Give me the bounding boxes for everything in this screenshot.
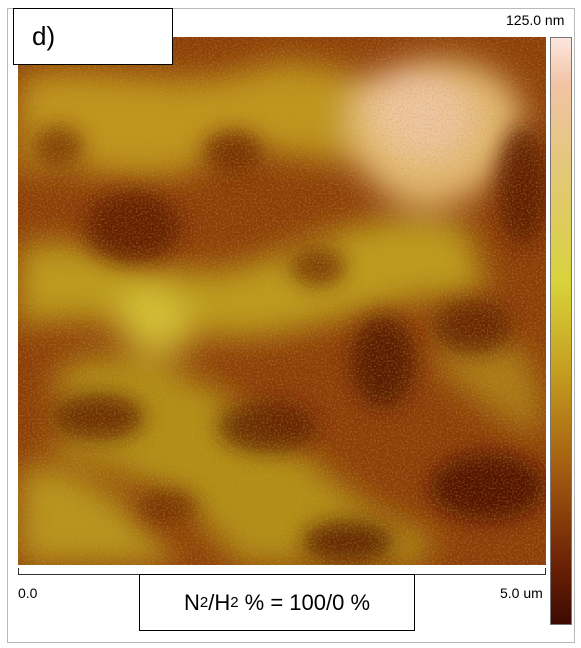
afm-topography-image xyxy=(18,37,546,565)
caption-n: N xyxy=(183,589,200,615)
panel-label-box: d) xyxy=(13,8,173,65)
afm-height-map xyxy=(18,37,546,565)
x-axis-tick-start xyxy=(18,568,19,575)
height-color-scale-bar xyxy=(550,37,572,625)
caption-n-subscript: 2 xyxy=(199,594,209,611)
height-scale-max-label: 125.0 nm xyxy=(506,12,565,28)
caption-h: /H xyxy=(208,589,231,615)
x-axis-tick-end xyxy=(545,568,546,575)
panel-label: d) xyxy=(32,21,56,51)
caption-ratio: % = 100/0 % xyxy=(238,589,371,615)
caption-h-subscript: 2 xyxy=(230,594,239,611)
x-axis-max-label: 5.0 um xyxy=(500,585,543,601)
x-axis-min-label: 0.0 xyxy=(18,585,38,601)
gas-ratio-caption: N 2/H 2 % = 100/0 % xyxy=(139,574,415,631)
